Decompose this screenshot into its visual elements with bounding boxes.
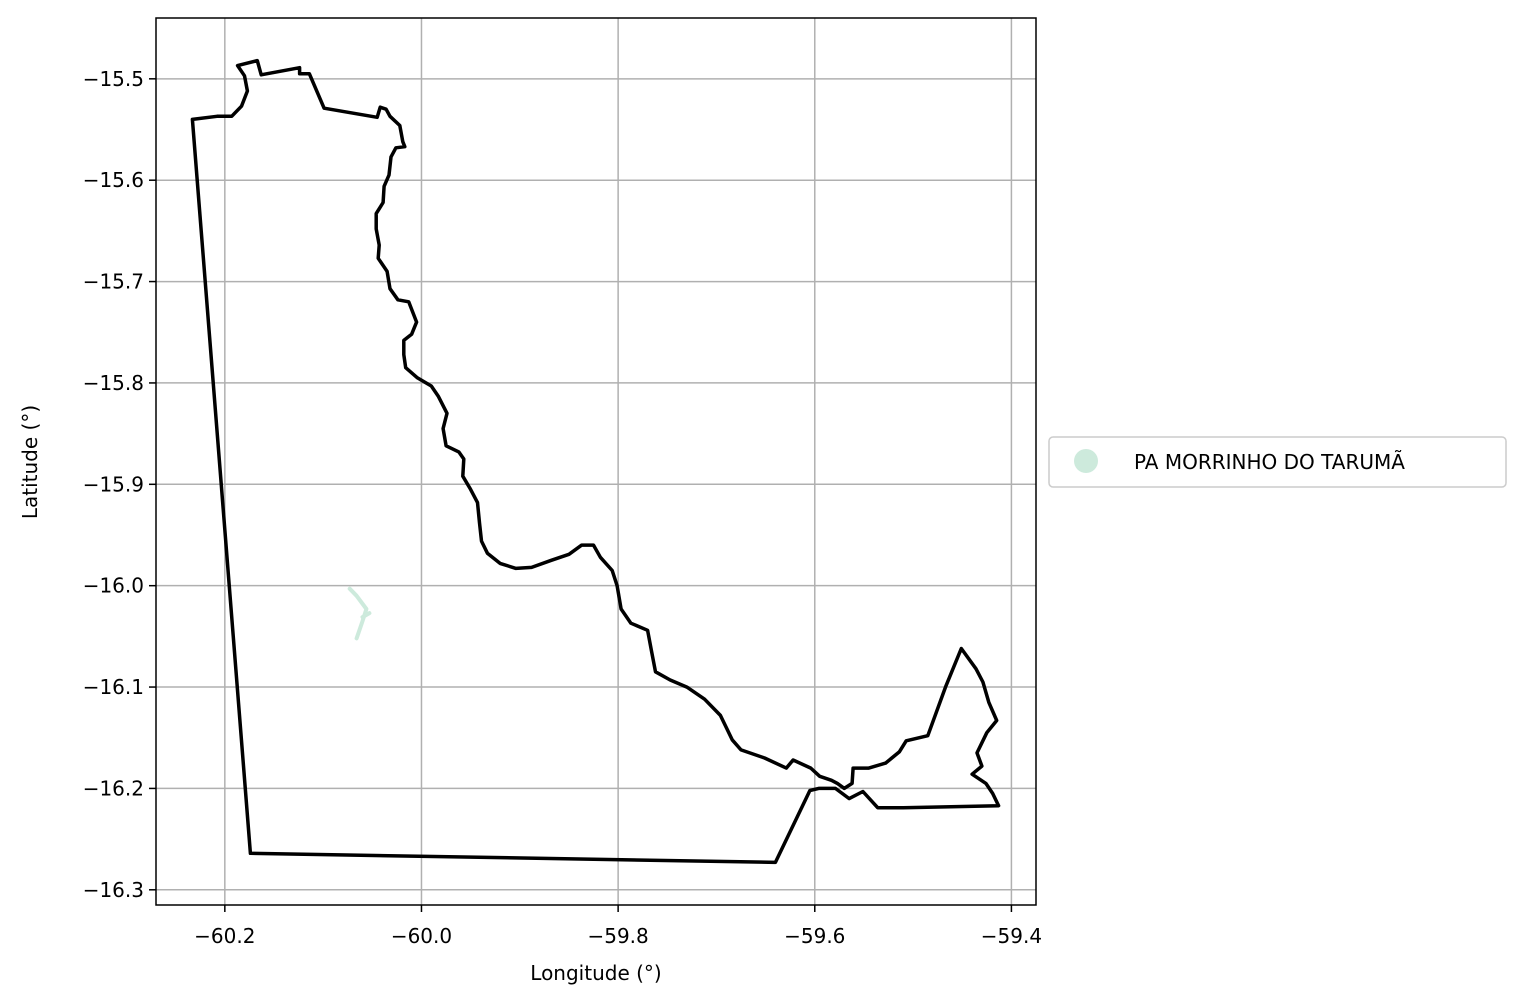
x-tick-label: −59.4 xyxy=(981,924,1042,948)
x-tick-label: −60.2 xyxy=(194,924,255,948)
legend-box xyxy=(1048,436,1507,488)
y-tick-label: −15.6 xyxy=(83,168,144,192)
axes-frame xyxy=(155,17,1037,906)
legend-label: PA MORRINHO DO TARUMÃ xyxy=(1134,450,1405,474)
y-tick-label: −16.2 xyxy=(83,776,144,800)
x-axis-label: Longitude (°) xyxy=(530,961,661,985)
x-axis-ticks: −60.2 −60.0 −59.8 −59.6 −59.4 xyxy=(194,905,1042,948)
y-axis-label: Latitude (°) xyxy=(18,405,42,519)
grid-lines xyxy=(156,18,1036,905)
legend-marker-circle-icon xyxy=(1074,449,1098,473)
x-tick-label: −59.8 xyxy=(587,924,648,948)
x-tick-label: −59.6 xyxy=(784,924,845,948)
y-tick-label: −16.3 xyxy=(83,878,144,902)
x-tick-label: −60.0 xyxy=(391,924,452,948)
municipality-boundary xyxy=(190,58,1001,865)
y-axis-ticks: −15.5 −15.6 −15.7 −15.8 −15.9 −16.0 −16.1 −16.2… xyxy=(83,67,156,902)
y-tick-label: −15.8 xyxy=(83,371,144,395)
y-tick-label: −16.0 xyxy=(83,574,144,598)
legend: PA MORRINHO DO TARUMÃ xyxy=(1048,436,1507,488)
feature-stub xyxy=(360,611,372,620)
y-tick-label: −16.1 xyxy=(83,675,144,699)
y-tick-label: −15.9 xyxy=(83,472,144,496)
feature-line xyxy=(347,586,369,641)
plot-area xyxy=(190,58,1001,865)
y-tick-label: −15.7 xyxy=(83,270,144,294)
y-tick-label: −15.5 xyxy=(83,67,144,91)
